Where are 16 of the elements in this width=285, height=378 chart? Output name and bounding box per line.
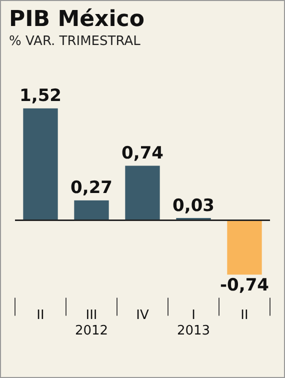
bar	[23, 108, 58, 220]
data-label: 0,27	[70, 178, 112, 198]
bar	[227, 220, 262, 275]
data-label: 1,52	[20, 86, 62, 106]
x-tick-label: III 2012	[74, 308, 108, 339]
chart-subtitle: % VAR. TRIMESTRAL	[9, 34, 142, 49]
data-label: -0,74	[220, 276, 270, 296]
data-label: 0,74	[122, 144, 164, 164]
x-tick-label: I 2013	[176, 308, 210, 339]
x-tick-label: II	[240, 308, 248, 323]
bar	[125, 166, 160, 220]
data-label: 0,03	[172, 196, 214, 216]
x-tick-label: IV	[136, 308, 149, 323]
bar	[74, 200, 109, 220]
x-tick-label: II	[36, 308, 44, 323]
chart-title: PIB México	[9, 7, 146, 32]
